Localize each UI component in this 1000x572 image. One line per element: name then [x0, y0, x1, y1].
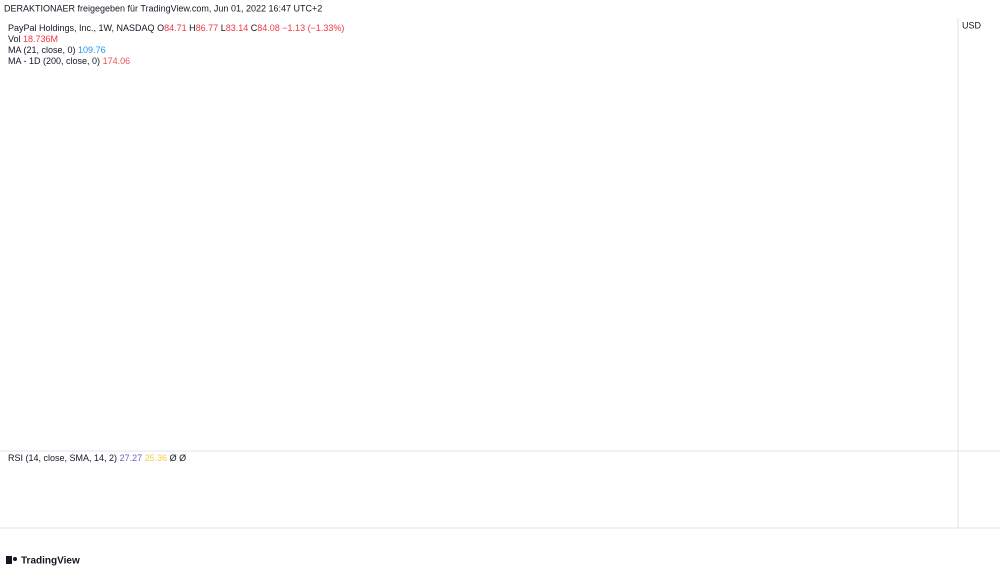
legend-ma: MA - 1D (200, close, 0) 174.06 [8, 56, 130, 66]
axis-background [958, 18, 1000, 528]
ma-value: 174.06 [103, 56, 131, 66]
quote-value: 84.71 [164, 23, 187, 33]
quote-label: H [189, 23, 196, 33]
change: −1.13 (−1.33%) [282, 23, 344, 33]
legend-ma: MA (21, close, 0) 109.76 [8, 45, 106, 55]
axis-layer [0, 18, 1000, 529]
quote-label: O [157, 23, 164, 33]
legend-title: PayPal Holdings, Inc., 1W, NASDAQ O84.71… [8, 23, 344, 33]
rsi-legend: RSI (14, close, SMA, 14, 2) 27.27 25.36 … [8, 453, 186, 463]
ma-name: MA (21, close, 0) [8, 45, 76, 55]
quote-label: L [221, 23, 226, 33]
rsi-value: 27.27 [120, 453, 143, 463]
logo-shape [6, 556, 12, 564]
quote-label: C [251, 23, 258, 33]
quote-value: 84.08 [257, 23, 280, 33]
title: PayPal Holdings, Inc., 1W, NASDAQ [8, 23, 155, 33]
share-text: DERAKTIONAER freigegeben für TradingView… [4, 3, 322, 13]
volume-name: Vol [8, 34, 21, 44]
footer-brand: TradingView [21, 556, 80, 567]
quote-value: 83.14 [226, 23, 249, 33]
quote-value: 86.77 [196, 23, 219, 33]
ma-name: MA - 1D (200, close, 0) [8, 56, 100, 66]
ma-value: 109.76 [78, 45, 106, 55]
legend-volume: Vol 18.736M [8, 34, 58, 44]
rsi-title: RSI (14, close, SMA, 14, 2) [8, 453, 117, 463]
logo-shape [13, 557, 17, 561]
logo [6, 556, 17, 564]
volume-value: 18.736M [23, 34, 58, 44]
currency: USD [962, 20, 982, 30]
rsi-extra: Ø Ø [170, 453, 187, 463]
rsi-sma-value: 25.36 [145, 453, 168, 463]
